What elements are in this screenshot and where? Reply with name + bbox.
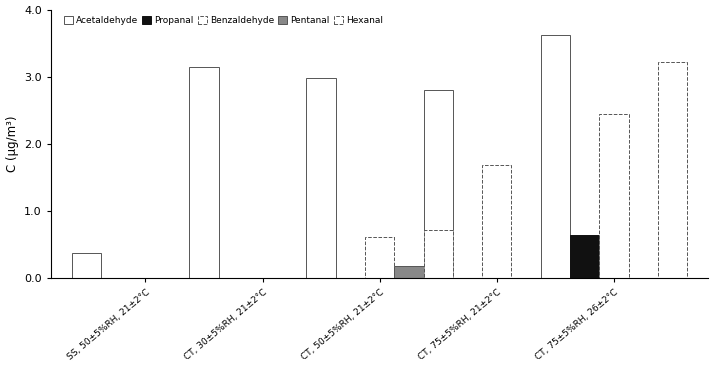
Bar bbox=[482, 166, 511, 278]
Y-axis label: C (µg/m³): C (µg/m³) bbox=[6, 116, 19, 172]
Bar bbox=[423, 230, 453, 278]
Bar bbox=[540, 35, 570, 278]
Bar bbox=[72, 253, 101, 278]
Bar bbox=[394, 266, 423, 278]
Bar bbox=[365, 237, 394, 278]
Bar bbox=[599, 114, 628, 278]
Bar bbox=[189, 67, 218, 278]
Bar bbox=[658, 62, 687, 278]
Bar bbox=[306, 78, 336, 278]
Bar bbox=[423, 90, 453, 278]
Bar bbox=[570, 235, 599, 278]
Legend: Acetaldehyde, Propanal, Benzaldehyde, Pentanal, Hexanal: Acetaldehyde, Propanal, Benzaldehyde, Pe… bbox=[62, 14, 385, 27]
